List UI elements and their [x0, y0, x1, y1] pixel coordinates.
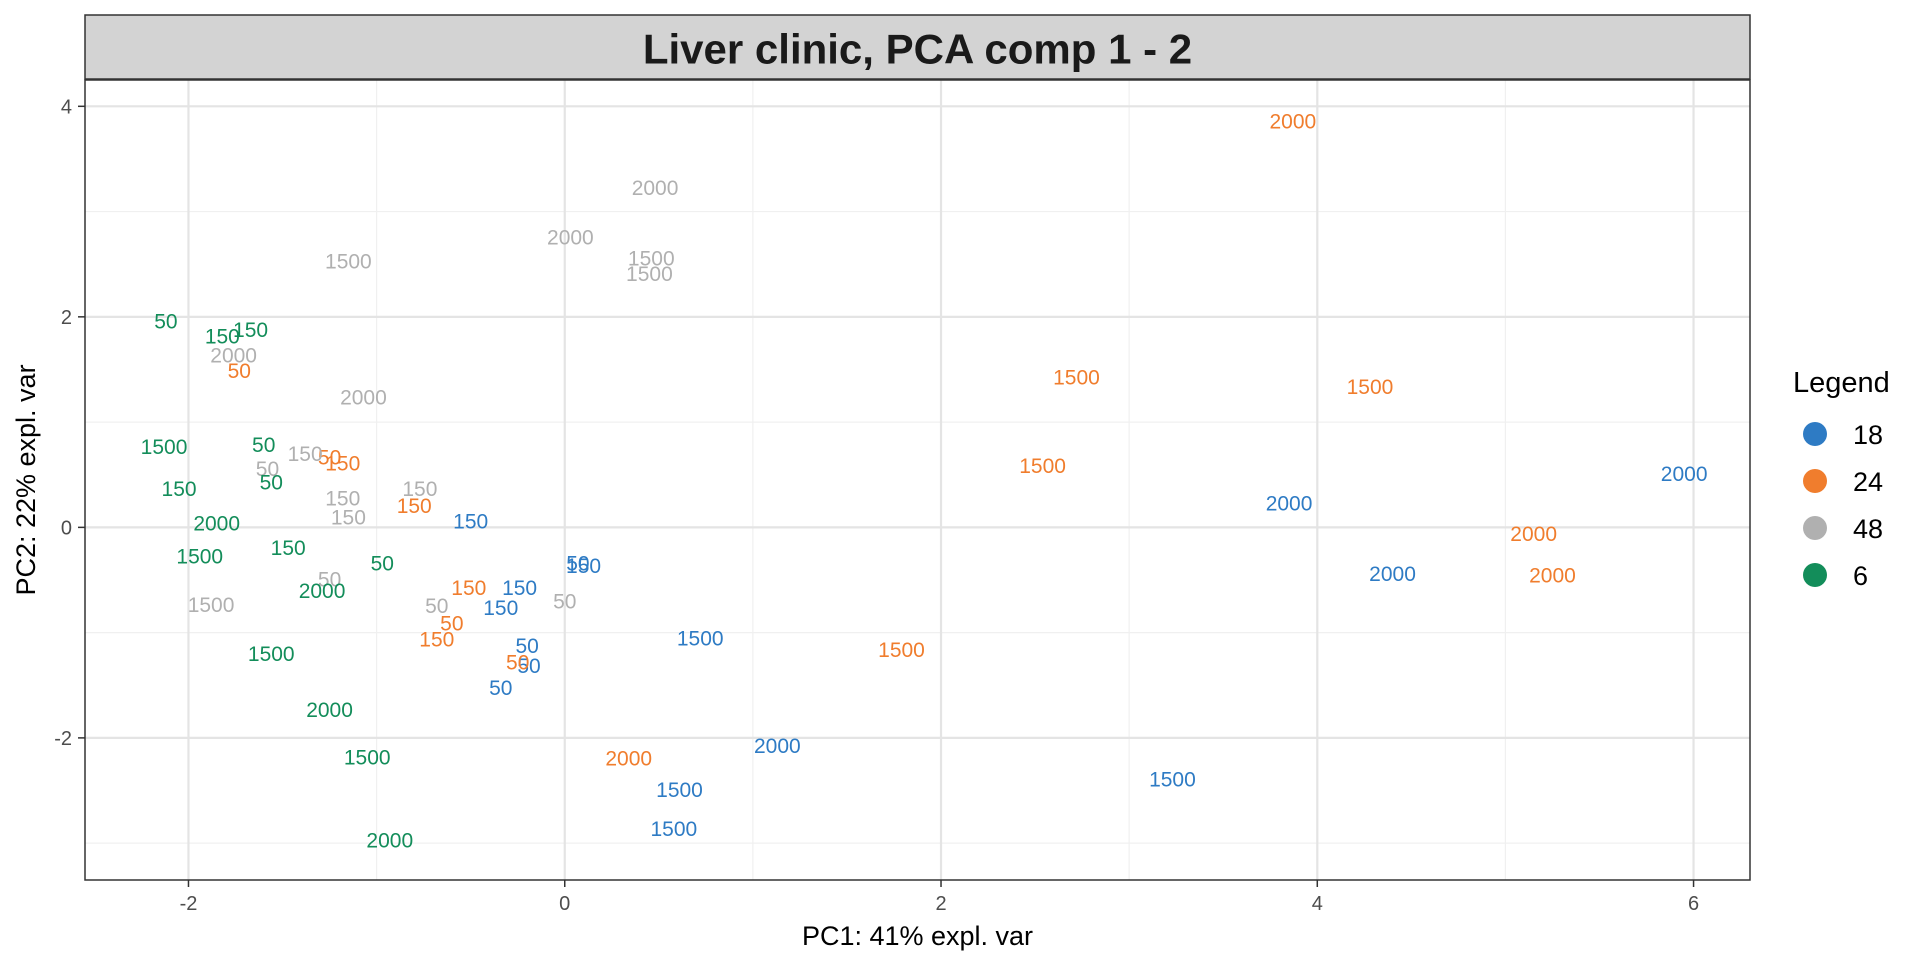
point-label-series-48: 2000 — [547, 226, 594, 249]
point-label-series-24: 50 — [228, 360, 251, 383]
legend-title: Legend — [1793, 367, 1890, 399]
point-label-series-18: 2000 — [1369, 563, 1416, 586]
point-label-series-48: 150 — [325, 487, 360, 510]
legend-label-6: 6 — [1853, 561, 1868, 591]
grid-lines — [85, 80, 1750, 880]
legend-key-48 — [1803, 516, 1827, 540]
point-label-series-6: 1500 — [248, 643, 295, 666]
y-tick-label: 2 — [61, 307, 72, 329]
point-label-series-24: 150 — [419, 629, 454, 652]
legend-label-48: 48 — [1853, 514, 1883, 544]
point-label-series-48: 1500 — [626, 263, 673, 286]
point-label-series-18: 50 — [517, 655, 540, 678]
point-label-series-24: 50 — [318, 446, 341, 469]
point-label-series-6: 150 — [162, 478, 197, 501]
point-label-series-48: 1500 — [188, 594, 235, 617]
point-label-series-48: 150 — [402, 478, 437, 501]
point-label-series-6: 50 — [260, 472, 283, 495]
y-tick-label: 0 — [61, 517, 72, 539]
point-label-series-24: 50 — [506, 652, 529, 675]
point-label-series-24: 50 — [440, 613, 463, 636]
legend: Legend 18 24 48 6 — [1793, 367, 1890, 591]
point-label-series-48: 50 — [256, 458, 279, 481]
point-label-series-24: 2000 — [1510, 523, 1557, 546]
point-label-series-18: 150 — [566, 555, 601, 578]
point-label-series-6: 2000 — [306, 699, 353, 722]
legend-label-24: 24 — [1853, 467, 1883, 497]
point-label-series-18: 50 — [489, 677, 512, 700]
point-label-series-24: 1500 — [1347, 376, 1394, 399]
x-tick-label: -2 — [180, 893, 198, 915]
point-label-series-18: 150 — [502, 577, 537, 600]
legend-key-6 — [1803, 563, 1827, 587]
point-label-series-18: 150 — [483, 597, 518, 620]
y-axis-title: PC2: 22% expl. var — [11, 364, 41, 595]
y-tick-label: -2 — [54, 728, 72, 750]
point-label-series-24: 2000 — [605, 747, 652, 770]
point-label-series-24: 150 — [325, 453, 360, 476]
point-label-series-18: 50 — [566, 553, 589, 576]
legend-label-18: 18 — [1853, 420, 1883, 450]
point-label-series-6: 2000 — [193, 513, 240, 536]
x-axis-ticks: -2 0 2 4 6 — [180, 880, 1699, 915]
point-label-series-18: 2000 — [1661, 463, 1708, 486]
point-label-series-18: 1500 — [656, 779, 703, 802]
point-label-series-48: 150 — [288, 443, 323, 466]
point-label-series-6: 150 — [205, 325, 240, 348]
title-strip — [84, 14, 1751, 80]
point-label-series-48: 1500 — [628, 247, 675, 270]
point-label-series-6: 50 — [154, 311, 177, 334]
point-label-series-48: 2000 — [340, 386, 387, 409]
point-label-series-6: 1500 — [176, 545, 223, 568]
point-label-series-18: 1500 — [651, 818, 698, 841]
point-label-series-18: 1500 — [677, 627, 724, 650]
point-label-series-6: 2000 — [299, 580, 346, 603]
point-label-series-48: 150 — [331, 506, 366, 529]
point-label-series-48: 50 — [425, 595, 448, 618]
x-tick-label: 6 — [1688, 893, 1699, 915]
point-label-series-24: 1500 — [878, 639, 925, 662]
chart-title: Liver clinic, PCA comp 1 - 2 — [643, 26, 1192, 73]
panel-border — [84, 79, 1751, 881]
point-label-series-18: 1500 — [1149, 769, 1196, 792]
point-label-series-48: 50 — [553, 591, 576, 614]
x-tick-label: 4 — [1312, 893, 1323, 915]
y-tick-label: 4 — [61, 96, 72, 118]
point-label-series-18: 2000 — [754, 735, 801, 758]
point-label-series-6: 150 — [271, 537, 306, 560]
y-axis-ticks: -2 0 2 4 — [54, 96, 85, 750]
point-label-series-6: 1500 — [344, 746, 391, 769]
point-label-series-48: 2000 — [632, 177, 679, 200]
point-label-series-24: 150 — [397, 495, 432, 518]
point-label-series-24: 1500 — [1053, 366, 1100, 389]
legend-key-18 — [1803, 422, 1827, 446]
point-label-series-18: 50 — [515, 635, 538, 658]
point-label-series-6: 1500 — [141, 436, 188, 459]
point-label-series-24: 2000 — [1529, 564, 1576, 587]
point-label-series-24: 150 — [451, 577, 486, 600]
point-label-series-6: 50 — [252, 434, 275, 457]
x-tick-label: 0 — [559, 893, 570, 915]
x-tick-label: 2 — [935, 893, 946, 915]
point-label-series-6: 2000 — [366, 830, 413, 853]
legend-key-24 — [1803, 469, 1827, 493]
point-label-series-6: 50 — [371, 553, 394, 576]
x-axis-title: PC1: 41% expl. var — [802, 921, 1033, 951]
point-label-series-18: 150 — [453, 511, 488, 534]
data-points: 2000200020002000150015001500150015015015… — [141, 111, 1708, 853]
point-label-series-48: 50 — [318, 569, 341, 592]
point-label-series-48: 2000 — [210, 344, 257, 367]
point-label-series-18: 2000 — [1266, 493, 1313, 516]
point-label-series-24: 2000 — [1269, 111, 1316, 134]
point-label-series-48: 1500 — [325, 251, 372, 274]
point-label-series-6: 150 — [233, 319, 268, 342]
point-label-series-24: 1500 — [1019, 455, 1066, 478]
